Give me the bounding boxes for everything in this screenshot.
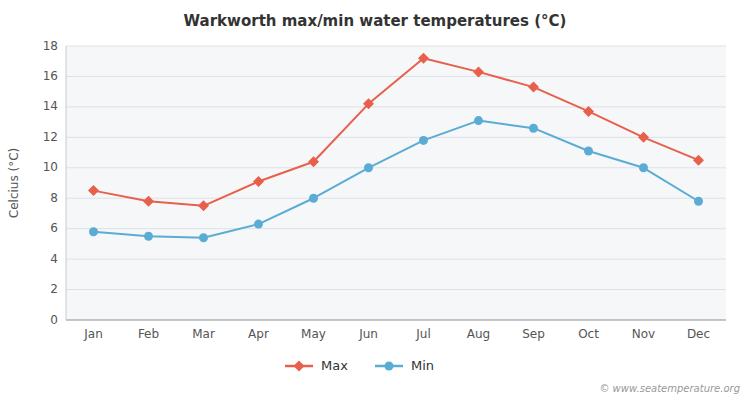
grid-line bbox=[66, 167, 726, 168]
point bbox=[309, 194, 318, 203]
y-tick-label: 0 bbox=[50, 313, 58, 327]
y-tick-label: 8 bbox=[50, 191, 58, 205]
grid-line bbox=[66, 106, 726, 107]
point bbox=[144, 232, 153, 241]
point bbox=[639, 163, 648, 172]
grid-line bbox=[66, 198, 726, 199]
legend: Max Min bbox=[285, 358, 434, 373]
point bbox=[419, 136, 428, 145]
point bbox=[474, 116, 483, 125]
legend-label: Max bbox=[321, 358, 348, 373]
point bbox=[528, 82, 539, 93]
x-tick-label: Sep bbox=[522, 327, 545, 341]
grid-line bbox=[66, 137, 726, 138]
grid-line bbox=[66, 320, 726, 321]
x-tick-label: Aug bbox=[467, 327, 490, 341]
y-tick-label: 16 bbox=[43, 69, 58, 83]
x-tick-label: May bbox=[301, 327, 326, 341]
x-tick-label: Dec bbox=[687, 327, 710, 341]
point bbox=[363, 98, 374, 109]
point bbox=[199, 233, 208, 242]
y-tick-label: 18 bbox=[43, 39, 58, 53]
title: Warkworth max/min water temperatures (°C… bbox=[184, 12, 567, 30]
point bbox=[89, 227, 98, 236]
y-axis-label: Celcius (°C) bbox=[7, 148, 21, 218]
y-axis: 0 2 4 6 8 10 12 14 16 18 bbox=[43, 39, 726, 327]
point bbox=[473, 66, 484, 77]
line bbox=[94, 121, 699, 238]
x-tick-label: Jan bbox=[83, 327, 103, 341]
point bbox=[254, 220, 263, 229]
x-tick-label: Jun bbox=[358, 327, 378, 341]
point bbox=[308, 156, 319, 167]
x-tick-label: Jul bbox=[415, 327, 430, 341]
grid-line bbox=[66, 289, 726, 290]
point bbox=[583, 106, 594, 117]
x-axis: Jan Feb Mar Apr May Jun Jul Aug Sep Oct Nov Dec bbox=[83, 327, 710, 341]
grid-line bbox=[66, 259, 726, 260]
y-tick-label: 12 bbox=[43, 130, 58, 144]
line bbox=[94, 58, 699, 206]
point bbox=[529, 124, 538, 133]
y-axis-line bbox=[66, 46, 67, 320]
y-tick-label: 2 bbox=[50, 282, 58, 296]
x-tick-label: Oct bbox=[578, 327, 599, 341]
point bbox=[88, 185, 99, 196]
legend-marker bbox=[294, 361, 305, 372]
y-tick-label: 10 bbox=[43, 160, 58, 174]
chart: 0 2 4 6 8 10 12 14 16 18 Jan Feb Mar Apr May Jun Jul Aug S… bbox=[0, 0, 750, 400]
series bbox=[89, 116, 703, 242]
y-tick-label: 14 bbox=[43, 99, 58, 113]
x-tick-label: Apr bbox=[248, 327, 269, 341]
legend-marker bbox=[385, 362, 394, 371]
series-group bbox=[88, 53, 704, 243]
series bbox=[88, 53, 704, 212]
plot-area bbox=[66, 46, 726, 320]
legend-label: Min bbox=[411, 358, 434, 373]
legend-item: Min bbox=[375, 358, 434, 373]
annotation: © www.seatemperature.org bbox=[599, 383, 740, 394]
x-tick-label: Mar bbox=[192, 327, 215, 341]
point bbox=[198, 200, 209, 211]
point bbox=[364, 163, 373, 172]
legend-item: Max bbox=[285, 358, 348, 373]
point bbox=[693, 155, 704, 166]
point bbox=[253, 176, 264, 187]
grid-line bbox=[66, 228, 726, 229]
x-tick-label: Feb bbox=[138, 327, 159, 341]
x-axis-line bbox=[66, 320, 726, 321]
y-tick-label: 4 bbox=[50, 252, 58, 266]
grid-line bbox=[66, 76, 726, 77]
point bbox=[638, 132, 649, 143]
y-tick-label: 6 bbox=[50, 221, 58, 235]
point bbox=[143, 196, 154, 207]
point bbox=[584, 147, 593, 156]
x-tick-label: Nov bbox=[632, 327, 655, 341]
point bbox=[418, 53, 429, 64]
grid-line bbox=[66, 46, 726, 47]
point bbox=[694, 197, 703, 206]
